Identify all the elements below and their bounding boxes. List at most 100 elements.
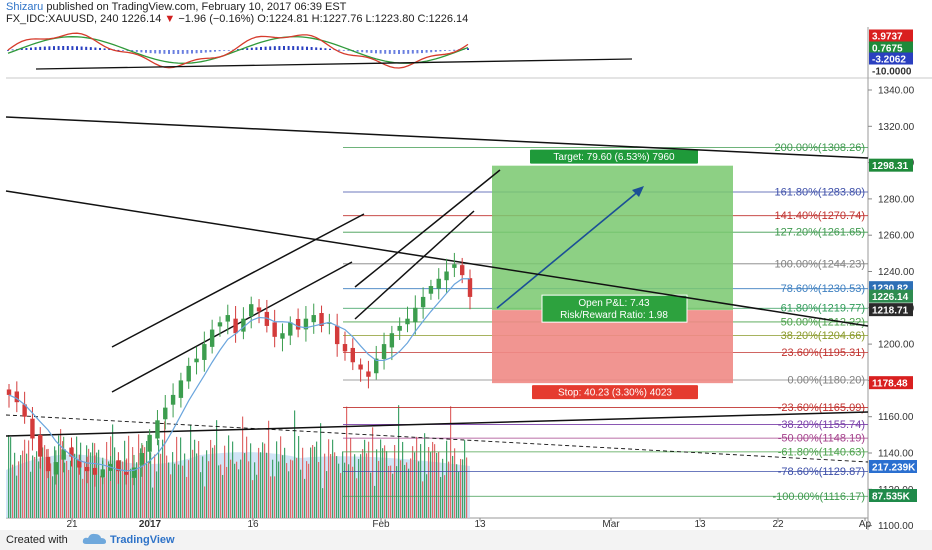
oscillator-histogram-bar	[338, 49, 341, 51]
volume-bar	[192, 449, 194, 518]
volume-bar	[22, 450, 24, 518]
volume-bar	[24, 439, 26, 518]
volume-bar	[26, 453, 28, 518]
candle-body	[100, 469, 105, 478]
volume-bar	[324, 453, 326, 518]
candle-body	[225, 315, 230, 322]
volume-bar	[364, 439, 366, 518]
candle-body	[61, 449, 66, 460]
volume-bar	[296, 457, 298, 518]
volume-bar	[300, 469, 302, 518]
price-tick-label: 1280.00	[878, 194, 915, 205]
volume-bar	[420, 444, 422, 518]
volume-bar	[286, 463, 288, 518]
time-tick-label: Mar	[602, 519, 620, 530]
oscillator-histogram-bar	[375, 50, 377, 54]
stop-label: Stop: 40.23 (3.30%) 4023	[558, 388, 672, 399]
volume-bar	[46, 449, 48, 518]
oscillator-tag	[869, 41, 913, 54]
volume-bar	[72, 446, 74, 518]
oscillator-histogram-bar	[237, 49, 239, 50]
volume-bar	[136, 462, 138, 518]
author-name[interactable]: Shizaru	[6, 1, 44, 13]
volume-bar	[108, 461, 110, 518]
oscillator-histogram-bar	[273, 46, 276, 50]
oscillator-histogram-bar	[301, 46, 304, 50]
volume-bar	[124, 440, 126, 518]
volume-bar	[346, 406, 348, 518]
volume-bar	[264, 443, 266, 518]
price-tick-label: 1240.00	[878, 267, 915, 278]
volume-bar	[38, 461, 40, 518]
volume-bar	[394, 445, 396, 518]
candle-body	[147, 434, 152, 452]
volume-tag	[869, 460, 917, 473]
fib-level-label: -100.00%(1116.17)	[772, 491, 865, 503]
oscillator-histogram-bar	[402, 50, 405, 54]
volume-bar	[156, 471, 158, 518]
price-tick-label: 1200.00	[878, 340, 915, 351]
pnl-box	[541, 294, 688, 323]
fib-level-label: 38.20%(1204.66)	[781, 330, 865, 342]
volume-bar	[318, 462, 320, 518]
volume-bar	[442, 458, 444, 518]
high-value: H:1227.76	[311, 13, 363, 25]
volume-bar	[168, 462, 170, 518]
volume-bar	[440, 476, 442, 518]
oscillator-histogram-bar	[66, 46, 69, 50]
moving-average-line	[8, 278, 470, 472]
volume-bar	[130, 468, 132, 518]
volume-bar	[116, 461, 118, 518]
candle-body	[311, 315, 316, 323]
oscillator-histogram-bar	[30, 47, 32, 50]
candlestick-series	[6, 252, 473, 487]
volume-bar	[358, 459, 360, 518]
volume-bar	[424, 433, 426, 518]
oscillator-histogram-bar	[186, 50, 189, 54]
volume-bar	[252, 480, 254, 518]
volume-bar	[120, 460, 122, 518]
volume-bar	[20, 455, 22, 518]
volume-bar	[340, 473, 342, 518]
candle-body	[116, 460, 121, 472]
oscillator-histogram-bar	[172, 50, 175, 54]
volume-bar	[262, 442, 264, 518]
volume-bar	[366, 453, 368, 518]
volume-bar	[330, 454, 332, 518]
volume-bar	[280, 436, 282, 518]
oscillator-histogram-bar	[154, 50, 157, 54]
oscillator-histogram-bar	[140, 50, 143, 53]
oscillator-histogram-bar	[398, 50, 400, 54]
fib-level-label: 141.40%(1270.74)	[774, 210, 865, 222]
oscillator-histogram-bar	[434, 50, 437, 52]
volume-bar	[164, 421, 166, 518]
candle-body	[131, 467, 137, 478]
oscillator-histogram-bar	[421, 50, 423, 54]
volume-bar	[460, 458, 462, 518]
volume-bar	[76, 436, 78, 518]
oscillator-histogram-bar	[319, 47, 322, 50]
target-zone	[492, 165, 733, 311]
volume-bar	[144, 447, 146, 518]
oscillator-histogram-bar	[131, 50, 134, 52]
oscillator-histogram-bar	[430, 50, 433, 53]
volume-bar	[62, 441, 64, 518]
oscillator-histogram-bar	[425, 50, 428, 53]
candle-body	[467, 278, 473, 297]
volume-bar	[28, 440, 30, 518]
fib-level-label: 200.00%(1308.26)	[774, 142, 865, 154]
volume-bar	[414, 452, 416, 518]
price-chart[interactable]: 1340.001320.001300.001280.001260.001240.…	[0, 0, 932, 530]
volume-bar	[238, 469, 240, 518]
volume-bar	[294, 410, 296, 518]
tradingview-brand[interactable]: TradingView	[110, 534, 175, 546]
volume-bar	[44, 445, 46, 518]
candle-body	[319, 313, 324, 326]
oscillator-tag	[869, 52, 913, 65]
price-change: −1.96 (−0.16%)	[178, 13, 255, 25]
volume-bar	[178, 464, 180, 518]
candle-body	[233, 318, 238, 334]
volume-bar	[86, 445, 88, 518]
volume-bar	[256, 474, 258, 518]
